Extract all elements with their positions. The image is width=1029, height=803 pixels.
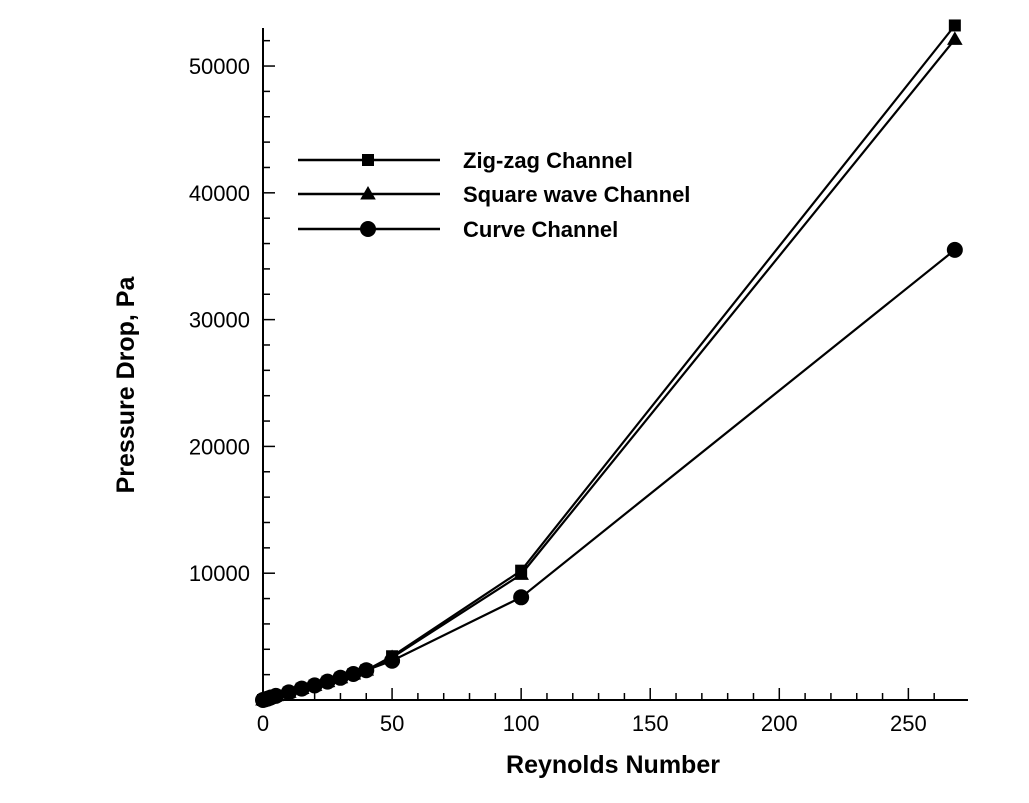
- circle-marker: [267, 687, 284, 704]
- circle-marker: [345, 666, 362, 683]
- circle-marker: [306, 677, 323, 694]
- y-tick-label: 30000: [189, 308, 250, 333]
- legend-label: Zig-zag Channel: [463, 148, 633, 173]
- series-line: [262, 38, 956, 702]
- triangle-marker: [947, 31, 963, 45]
- legend-item: Zig-zag Channel: [298, 148, 633, 173]
- circle-marker: [360, 221, 376, 237]
- circle-marker: [293, 680, 310, 697]
- circle-marker: [946, 241, 963, 258]
- legend-label: Square wave Channel: [463, 182, 690, 207]
- x-tick-label: 100: [503, 711, 540, 736]
- y-tick-label: 10000: [189, 561, 250, 586]
- x-tick-label: 50: [380, 711, 404, 736]
- axes: 10000 20000 30000 40000 50000 0 50 100 150 200 250: [189, 28, 968, 736]
- legend-item: Curve Channel: [298, 217, 618, 242]
- triangle-marker: [513, 566, 529, 580]
- circle-marker: [280, 684, 297, 701]
- x-tick-label: 0: [257, 711, 269, 736]
- x-tick-label: 250: [890, 711, 927, 736]
- circle-marker: [319, 673, 336, 690]
- circle-marker: [332, 669, 349, 686]
- circle-marker: [513, 589, 530, 606]
- y-tick-label: 40000: [189, 181, 250, 206]
- series-layer: [255, 19, 963, 708]
- series-triangle: [255, 31, 963, 706]
- y-tick-label: 50000: [189, 54, 250, 79]
- legend-label: Curve Channel: [463, 217, 618, 242]
- circle-marker: [358, 662, 375, 679]
- triangle-marker: [360, 185, 376, 200]
- x-tick-label: 200: [761, 711, 798, 736]
- circle-marker: [384, 652, 401, 669]
- square-marker: [948, 19, 961, 32]
- x-tick-label: 150: [632, 711, 669, 736]
- series-square: [257, 19, 961, 706]
- y-tick-label: 20000: [189, 434, 250, 459]
- series-circle: [255, 241, 963, 708]
- legend: Zig-zag Channel Square wave Channel Curve …: [298, 148, 690, 242]
- x-axis-title: Reynolds Number: [506, 751, 720, 779]
- series-line: [262, 249, 956, 702]
- series-line: [262, 24, 956, 702]
- square-marker: [362, 154, 374, 166]
- y-axis-title: Pressure Drop, Pa: [112, 276, 140, 494]
- legend-item: Square wave Channel: [298, 182, 690, 207]
